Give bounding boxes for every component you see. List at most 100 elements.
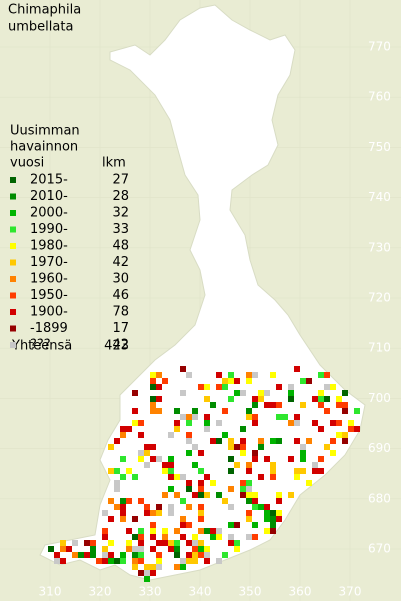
observation <box>90 546 96 552</box>
observation <box>150 396 156 402</box>
observation <box>222 378 228 384</box>
observation <box>192 558 198 564</box>
observation <box>174 552 180 558</box>
observation <box>186 372 192 378</box>
observation <box>198 546 204 552</box>
observation <box>126 468 132 474</box>
observation <box>186 480 192 486</box>
observation <box>168 504 174 510</box>
observation <box>90 540 96 546</box>
observation <box>156 396 162 402</box>
x-label: 320 <box>89 585 112 599</box>
observation <box>276 492 282 498</box>
observation <box>198 450 204 456</box>
observation <box>174 408 180 414</box>
observation <box>132 552 138 558</box>
observation <box>228 534 234 540</box>
observation <box>204 426 210 432</box>
observation <box>144 450 150 456</box>
observation <box>168 462 174 468</box>
x-label: 340 <box>189 585 212 599</box>
observation <box>192 462 198 468</box>
observation <box>174 474 180 480</box>
observation <box>228 468 234 474</box>
y-label: 710 <box>368 341 391 355</box>
observation <box>240 426 246 432</box>
observation <box>222 552 228 558</box>
observation <box>246 408 252 414</box>
observation <box>174 426 180 432</box>
observation <box>270 528 276 534</box>
observation <box>192 534 198 540</box>
observation <box>192 414 198 420</box>
observation <box>114 504 120 510</box>
observation <box>108 516 114 522</box>
legend-count-header: lkm <box>102 156 126 171</box>
observation <box>186 504 192 510</box>
observation <box>126 498 132 504</box>
observation <box>228 396 234 402</box>
observation <box>198 480 204 486</box>
observation <box>168 546 174 552</box>
observation <box>144 444 150 450</box>
observation <box>156 540 162 546</box>
observation <box>198 384 204 390</box>
y-label: 760 <box>368 90 391 104</box>
observation <box>216 420 222 426</box>
observation <box>162 492 168 498</box>
legend-label: 2015- <box>30 173 68 188</box>
observation <box>324 396 330 402</box>
observation <box>276 414 282 420</box>
observation <box>138 420 144 426</box>
observation <box>204 396 210 402</box>
observation <box>252 492 258 498</box>
observation <box>342 432 348 438</box>
observation <box>258 444 264 450</box>
observation <box>324 384 330 390</box>
observation <box>264 510 270 516</box>
legend-swatch <box>10 210 16 216</box>
observation <box>168 468 174 474</box>
observation <box>240 390 246 396</box>
observation <box>336 396 342 402</box>
observation <box>240 480 246 486</box>
observation <box>132 564 138 570</box>
observation <box>150 402 156 408</box>
observation <box>126 426 132 432</box>
observation <box>204 384 210 390</box>
observation <box>162 468 168 474</box>
observation <box>210 438 216 444</box>
observation <box>96 558 102 564</box>
observation <box>198 468 204 474</box>
observation <box>144 510 150 516</box>
observation <box>186 420 192 426</box>
observation <box>186 438 192 444</box>
observation <box>150 546 156 552</box>
legend: 2015- 27 2010- 28 2000- 32 1990- 33 1980- 48 1970-… <box>10 173 129 353</box>
observation <box>270 462 276 468</box>
observation <box>210 402 216 408</box>
legend-label: -1899 <box>30 321 68 336</box>
observation <box>180 414 186 420</box>
observation <box>318 456 324 462</box>
observation <box>258 438 264 444</box>
legend-swatch <box>10 259 16 266</box>
y-label: 700 <box>368 391 391 405</box>
observation <box>54 552 60 558</box>
x-label: 350 <box>239 585 262 599</box>
observation <box>174 564 180 570</box>
observation <box>330 438 336 444</box>
observation <box>348 426 354 432</box>
observation <box>258 396 264 402</box>
observation <box>144 564 150 570</box>
y-label: 770 <box>368 40 391 54</box>
observation <box>204 414 210 420</box>
observation <box>120 432 126 438</box>
observation <box>186 450 192 456</box>
legend-swatch <box>10 226 16 233</box>
observation <box>252 456 258 462</box>
observation <box>126 546 132 552</box>
observation <box>156 372 162 378</box>
observation <box>162 540 168 546</box>
